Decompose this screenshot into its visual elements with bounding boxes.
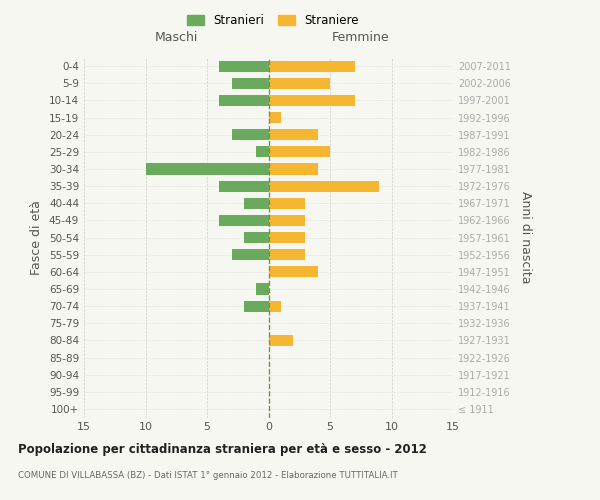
Bar <box>269 300 281 312</box>
Bar <box>220 95 269 106</box>
Bar <box>269 232 305 243</box>
Bar <box>244 198 269 209</box>
Legend: Stranieri, Straniere: Stranieri, Straniere <box>184 11 362 31</box>
Text: COMUNE DI VILLABASSA (BZ) - Dati ISTAT 1° gennaio 2012 - Elaborazione TUTTITALIA: COMUNE DI VILLABASSA (BZ) - Dati ISTAT 1… <box>18 471 398 480</box>
Bar <box>269 129 318 140</box>
Text: Popolazione per cittadinanza straniera per età e sesso - 2012: Popolazione per cittadinanza straniera p… <box>18 442 427 456</box>
Text: Femmine: Femmine <box>332 31 389 44</box>
Y-axis label: Fasce di età: Fasce di età <box>31 200 43 275</box>
Bar <box>244 232 269 243</box>
Bar <box>269 180 379 192</box>
Text: Maschi: Maschi <box>155 31 198 44</box>
Bar <box>220 215 269 226</box>
Bar <box>232 78 269 89</box>
Bar <box>256 146 269 158</box>
Bar <box>146 164 269 174</box>
Bar <box>269 78 330 89</box>
Bar <box>269 215 305 226</box>
Bar <box>269 198 305 209</box>
Bar <box>269 249 305 260</box>
Bar <box>269 266 318 278</box>
Bar <box>269 112 281 123</box>
Bar <box>269 146 330 158</box>
Bar <box>269 335 293 346</box>
Bar <box>269 164 318 174</box>
Y-axis label: Anni di nascita: Anni di nascita <box>519 191 532 284</box>
Bar <box>220 60 269 72</box>
Bar <box>256 284 269 294</box>
Bar <box>269 60 355 72</box>
Bar <box>244 300 269 312</box>
Bar <box>220 180 269 192</box>
Bar <box>269 95 355 106</box>
Bar <box>232 249 269 260</box>
Bar <box>232 129 269 140</box>
